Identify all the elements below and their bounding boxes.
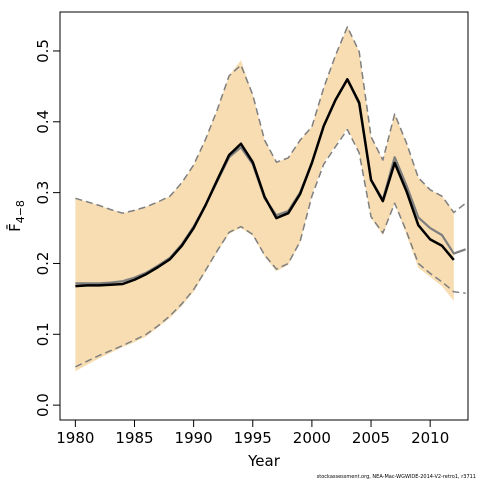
y-tick-label: 0.4 [34,110,52,134]
y-tick-label: 0.2 [34,252,52,276]
y-tick-label: 0.3 [34,181,52,205]
series-line [75,78,455,288]
y-tick-label: 0.5 [34,39,52,63]
plot-frame [59,11,469,421]
x-tick-label: 2005 [352,429,390,447]
series-line [75,128,466,368]
y-axis-label-subscript: 4−8 [14,200,27,223]
y-tick-label: 0.0 [34,393,52,417]
x-tick-label: 2000 [293,429,331,447]
y-axis-label-main: F̄ [5,223,24,232]
source-note: stockassessment.org, NEA-Mac-WGWIDE-2014… [317,474,476,480]
series-line [75,26,467,214]
x-tick-label: 1980 [56,429,94,447]
x-axis-label: Year [247,452,281,470]
x-tick-label: 1990 [175,429,213,447]
x-tick-label: 1985 [115,429,153,447]
y-tick-label: 0.1 [34,322,52,346]
x-tick-label: 1995 [234,429,272,447]
x-tick-label: 2010 [411,429,449,447]
y-axis-label: F̄4−8 [5,200,27,232]
